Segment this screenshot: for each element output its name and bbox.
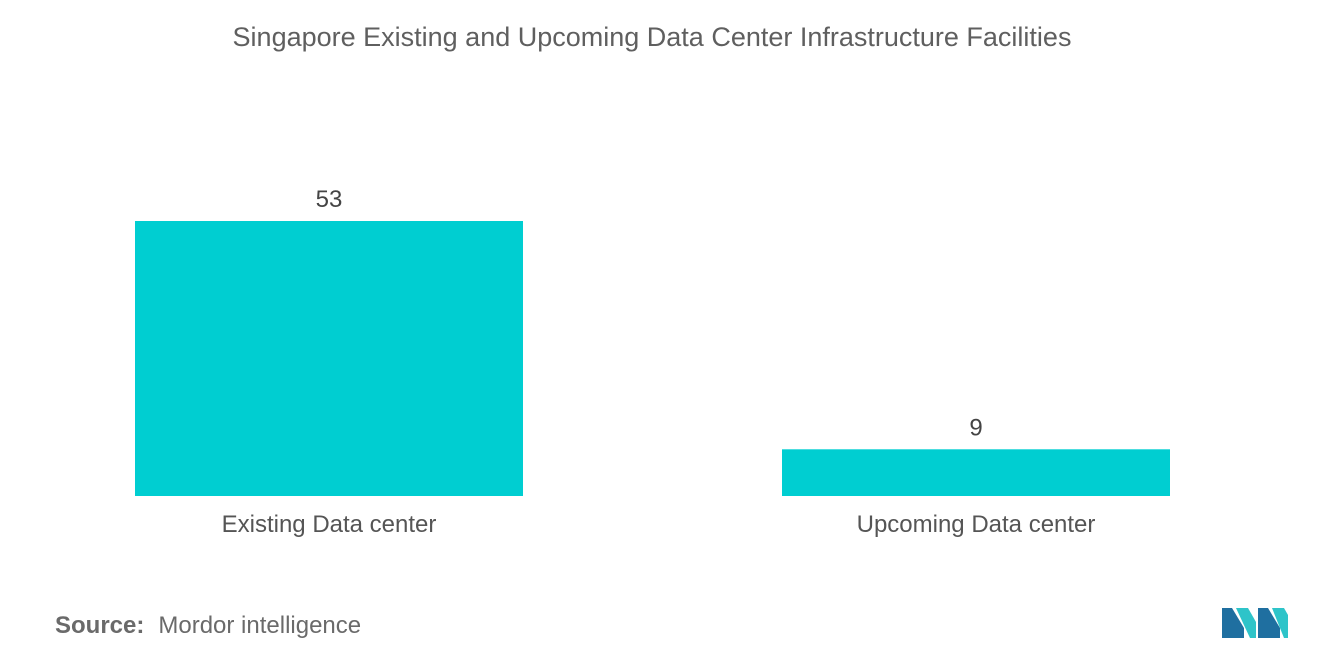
mordor-logo-icon — [1222, 608, 1288, 638]
source-label: Source: — [55, 612, 145, 639]
source-value: Mordor intelligence — [158, 612, 362, 639]
data-label: 9 — [969, 414, 982, 441]
chart-title: Singapore Existing and Upcoming Data Cen… — [232, 22, 1072, 52]
bar-existing — [135, 221, 523, 496]
category-label: Existing Data center — [222, 511, 437, 538]
category-label: Upcoming Data center — [857, 511, 1096, 538]
source-line: Source: Mordor intelligence — [55, 612, 361, 640]
bar-upcoming — [782, 449, 1170, 496]
data-label: 53 — [316, 186, 343, 213]
